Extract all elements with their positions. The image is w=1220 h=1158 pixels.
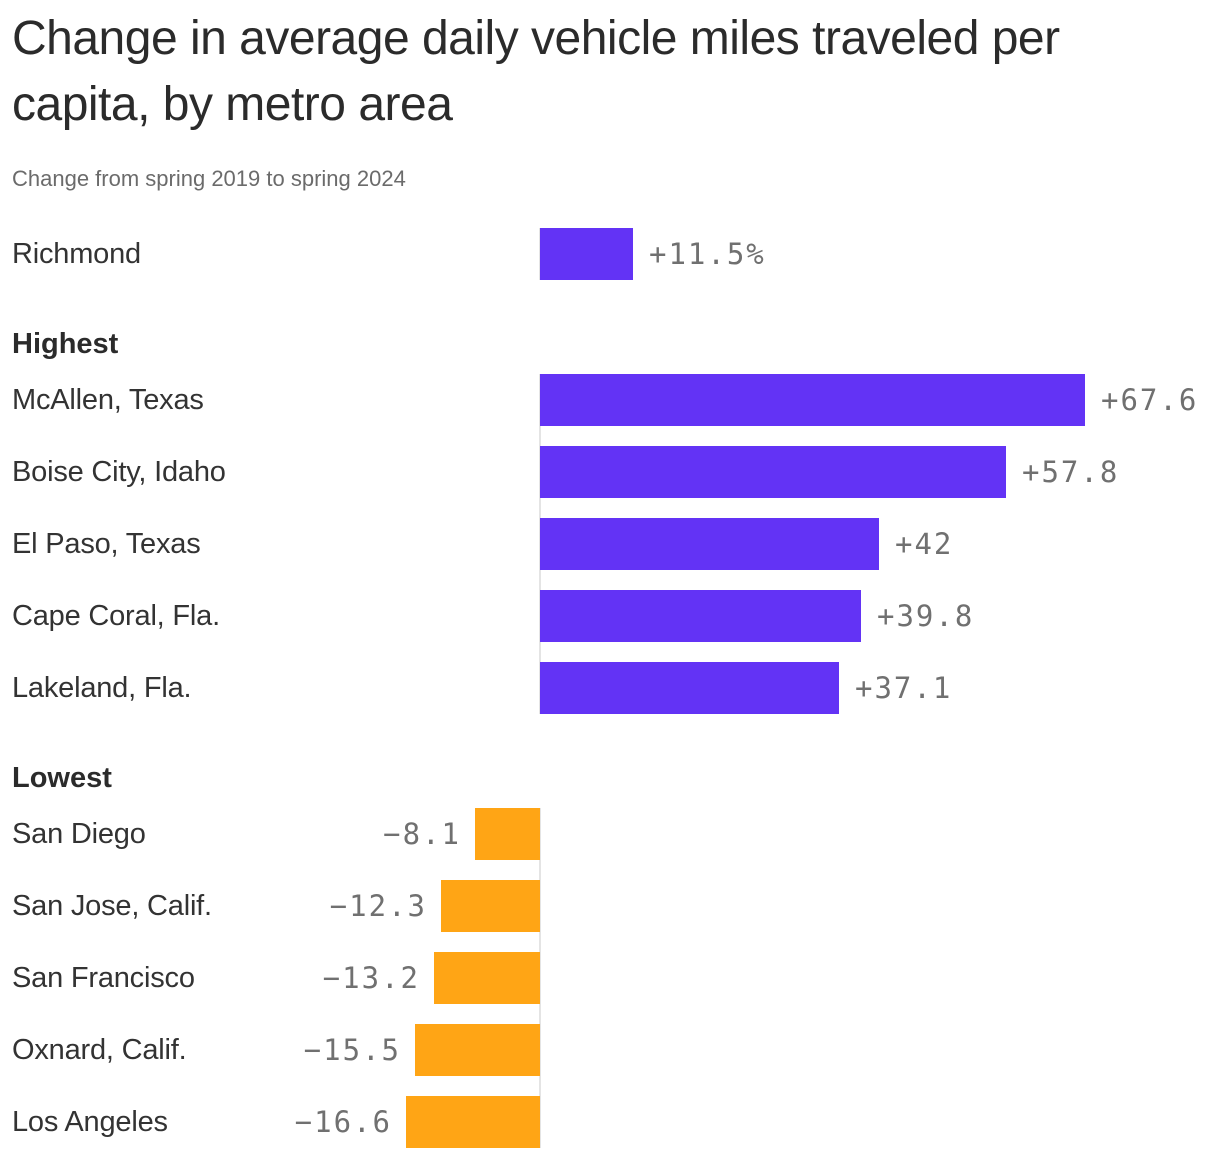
bar-value-label: +37.1 [855, 671, 953, 705]
chart-row-el-paso-texas: El Paso, Texas +42 [0, 518, 1220, 570]
chart-row-mcallen-texas: McAllen, Texas +67.6 [0, 374, 1220, 426]
bar-boise-city-idaho [540, 446, 1006, 498]
bar-value-label: +42 [895, 527, 954, 561]
bar-richmond [540, 228, 633, 280]
chart-row-oxnard-calif: Oxnard, Calif. −15.5 [0, 1024, 1220, 1076]
bar-value-label: −16.6 [294, 1105, 392, 1139]
bar-value-label: +11.5% [649, 237, 766, 271]
chart-row-san-francisco: San Francisco −13.2 [0, 952, 1220, 1004]
bar-value-label: −12.3 [329, 889, 427, 923]
bar-label: San Diego [12, 818, 146, 850]
bar-oxnard-calif [415, 1024, 540, 1076]
bar-label: San Jose, Calif. [12, 890, 212, 922]
section-header-highest: Highest [12, 328, 119, 360]
chart-title: Change in average daily vehicle miles tr… [12, 12, 1060, 131]
bar-value-label: −15.5 [303, 1033, 401, 1067]
zero-baseline-axis [539, 808, 541, 1148]
bar-los-angeles [406, 1096, 540, 1148]
section-header-lowest: Lowest [12, 762, 112, 794]
bar-san-jose-calif [441, 880, 540, 932]
bar-mcallen-texas [540, 374, 1085, 426]
bar-label: Oxnard, Calif. [12, 1034, 187, 1066]
bar-cape-coral-fla [540, 590, 861, 642]
chart-row-richmond: Richmond +11.5% [0, 228, 1220, 280]
bar-label: Lakeland, Fla. [12, 672, 192, 704]
bar-value-label: −13.2 [322, 961, 420, 995]
bar-san-francisco [434, 952, 540, 1004]
bar-label: Cape Coral, Fla. [12, 600, 220, 632]
chart-row-boise-city-idaho: Boise City, Idaho +57.8 [0, 446, 1220, 498]
bar-label: Los Angeles [12, 1106, 168, 1138]
bar-el-paso-texas [540, 518, 879, 570]
bar-label: Boise City, Idaho [12, 456, 226, 488]
bar-label: McAllen, Texas [12, 384, 204, 416]
bar-label: Richmond [12, 238, 141, 270]
bar-value-label: +39.8 [877, 599, 975, 633]
bar-label: San Francisco [12, 962, 195, 994]
bar-san-diego [475, 808, 540, 860]
chart-row-san-jose-calif: San Jose, Calif. −12.3 [0, 880, 1220, 932]
chart-subtitle: Change from spring 2019 to spring 2024 [12, 166, 406, 191]
bar-lakeland-fla [540, 662, 839, 714]
chart-row-san-diego: San Diego −8.1 [0, 808, 1220, 860]
bar-label: El Paso, Texas [12, 528, 201, 560]
bar-value-label: +57.8 [1022, 455, 1120, 489]
chart-row-los-angeles: Los Angeles −16.6 [0, 1096, 1220, 1148]
bar-value-label: −8.1 [383, 817, 461, 851]
bar-value-label: +67.6 [1101, 383, 1199, 417]
chart-row-lakeland-fla: Lakeland, Fla. +37.1 [0, 662, 1220, 714]
chart-row-cape-coral-fla: Cape Coral, Fla. +39.8 [0, 590, 1220, 642]
